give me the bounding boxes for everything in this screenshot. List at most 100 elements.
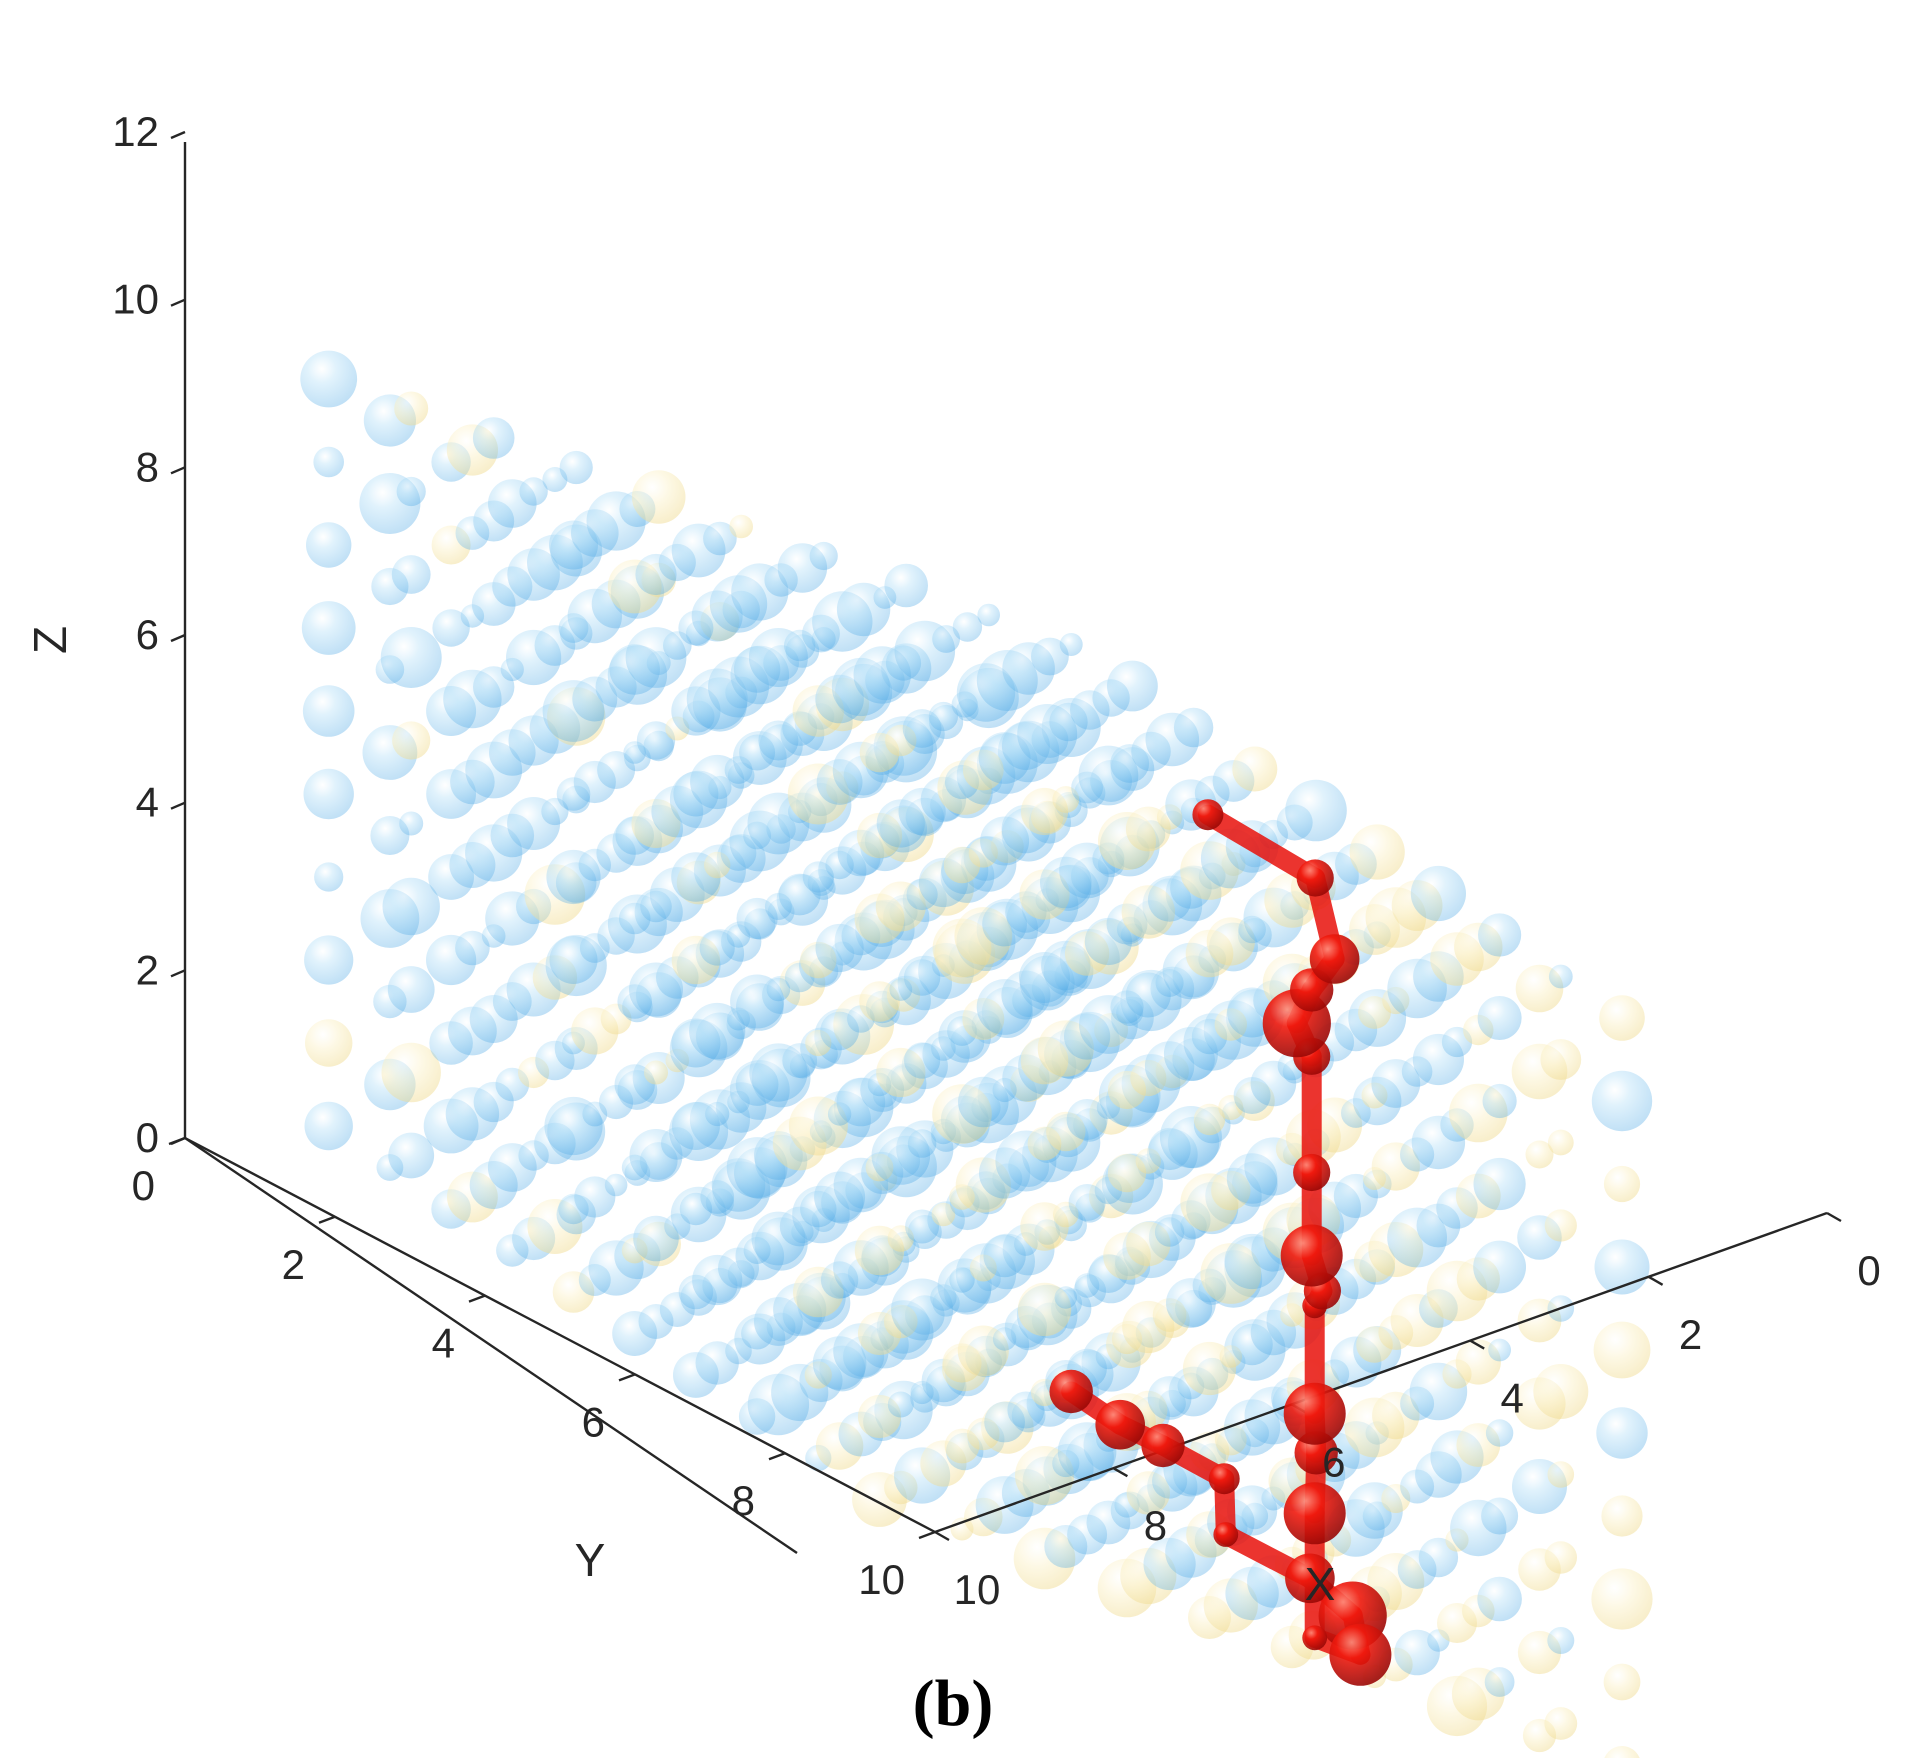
y-tick-label: 4 [432, 1320, 455, 1367]
lattice-sphere-blue [519, 477, 548, 506]
lattice-sphere-yellow [1603, 1663, 1641, 1701]
lattice-sphere-yellow [1540, 1039, 1582, 1080]
lattice-sphere-blue [388, 1132, 435, 1179]
y-axis-label: Y [575, 1534, 606, 1586]
y-tick-mark [318, 1215, 336, 1224]
lattice-sphere-blue [932, 625, 960, 653]
lattice-sphere-blue [928, 701, 959, 732]
panel-label: (b) [913, 1667, 994, 1740]
x-tick-mark [934, 1530, 950, 1542]
x-axis-label: X [1305, 1558, 1336, 1610]
lattice-sphere-yellow [729, 514, 753, 539]
lattice-sphere-blue [380, 627, 442, 688]
lattice-sphere-blue [300, 350, 358, 408]
lattice-sphere-blue [903, 959, 941, 996]
y-tick-mark [768, 1452, 786, 1461]
z-axis-label: Z [24, 626, 76, 654]
lattice-sphere-yellow [1603, 1165, 1641, 1203]
lattice-sphere-blue [766, 977, 791, 1002]
lattice-sphere-blue [904, 1042, 941, 1079]
z-tick-mark [170, 969, 186, 978]
lattice-sphere-yellow [305, 1019, 353, 1067]
y-tick-label: 10 [858, 1556, 905, 1603]
lattice-sphere-blue [1054, 1286, 1078, 1309]
lattice-sphere-yellow [1547, 1461, 1575, 1488]
lattice-sphere-yellow [1591, 1568, 1653, 1630]
y-tick-mark [468, 1294, 486, 1303]
path-node [1095, 1399, 1145, 1450]
axes [168, 130, 1842, 1554]
path-nodes [1049, 799, 1392, 1686]
z-tick-label: 0 [136, 1114, 159, 1161]
lattice-sphere-blue [1477, 996, 1522, 1040]
lattice-sphere-yellow [1604, 1746, 1640, 1758]
lattice-sphere-blue [1484, 1667, 1515, 1697]
lattice-sphere-blue [699, 930, 735, 966]
lattice-sphere-blue [1031, 637, 1069, 676]
x-tick-mark [1826, 1211, 1842, 1223]
x-tick-label: 6 [1322, 1438, 1345, 1485]
path-node [1141, 1423, 1185, 1468]
lattice-sphere-blue [304, 1101, 353, 1151]
lattice-sphere-yellow [1232, 746, 1278, 792]
y-tick-mark [618, 1373, 636, 1382]
lattice-sphere-yellow [1525, 1140, 1554, 1169]
lattice-sphere-blue [1473, 1240, 1526, 1294]
lattice-sphere-yellow [392, 721, 431, 760]
z-tick-label: 12 [112, 108, 159, 155]
lattice-sphere-yellow [1358, 996, 1391, 1029]
z-tick-label: 8 [136, 443, 159, 490]
x-tick-mark [1469, 1339, 1485, 1350]
lattice-sphere-blue [559, 450, 593, 485]
lattice-sphere-blue [1477, 1576, 1522, 1622]
lattice-sphere-blue [1548, 964, 1573, 989]
x-tick-label: 10 [954, 1566, 1001, 1613]
y-tick-mark [168, 1136, 186, 1146]
lattice-sphere-blue [705, 1101, 730, 1127]
y-tick-label: 2 [282, 1241, 305, 1288]
lattice-sphere-blue [1547, 1627, 1575, 1654]
lattice-sphere-blue [455, 930, 490, 966]
lattice-sphere-blue [301, 601, 356, 655]
lattice-sphere-blue [1285, 779, 1347, 842]
tick-labels: 0 2 4 6 8 10 12 0 2 4 6 8 10 0 2 4 6 8 10 [112, 108, 1880, 1613]
z-tick-mark [170, 466, 186, 475]
lattice-sphere-blue [306, 522, 352, 568]
path-node [1049, 1369, 1093, 1414]
lattice-sphere-blue [977, 603, 1000, 627]
lattice-sphere-blue [1596, 1407, 1648, 1459]
lattice-sphere-blue [604, 1173, 628, 1197]
lattice-sphere-blue [887, 1391, 914, 1418]
x-tick-mark [1648, 1275, 1664, 1286]
lattice-sphere-blue [472, 417, 515, 459]
z-tick-mark [170, 801, 186, 810]
lattice-sphere-yellow [644, 1060, 668, 1085]
lattice-sphere-blue [1478, 913, 1522, 957]
lattice-sphere-blue [304, 935, 354, 985]
lattice-sphere-blue [1410, 865, 1466, 922]
lattice-sphere-blue [382, 877, 440, 936]
lattice-sphere-blue [314, 862, 344, 892]
z-tick-label: 2 [136, 946, 159, 993]
sphere-lattice [300, 350, 1653, 1758]
lattice-sphere-blue [399, 811, 424, 836]
z-tick-label: 10 [112, 276, 159, 323]
path-node [1293, 1153, 1331, 1192]
y-tick-mark [918, 1530, 936, 1540]
lattice-sphere-blue [432, 609, 470, 647]
x-tick-label: 4 [1501, 1375, 1524, 1422]
lattice-sphere-yellow [1533, 1364, 1589, 1419]
lattice-sphere-yellow [1599, 995, 1645, 1041]
path-node [1296, 859, 1334, 897]
lattice-sphere-blue [396, 476, 426, 507]
lattice-sphere-blue [1173, 707, 1214, 748]
y-tick-label: 6 [582, 1398, 605, 1445]
lattice-sphere-blue [313, 446, 345, 478]
lattice-sphere-blue [949, 1267, 975, 1293]
x-tick-label: 2 [1679, 1311, 1702, 1358]
x-tick-label: 0 [1857, 1247, 1880, 1294]
lattice-sphere-yellow [631, 470, 686, 524]
path-link [1197, 804, 1326, 888]
lattice-sphere-blue [703, 521, 737, 556]
